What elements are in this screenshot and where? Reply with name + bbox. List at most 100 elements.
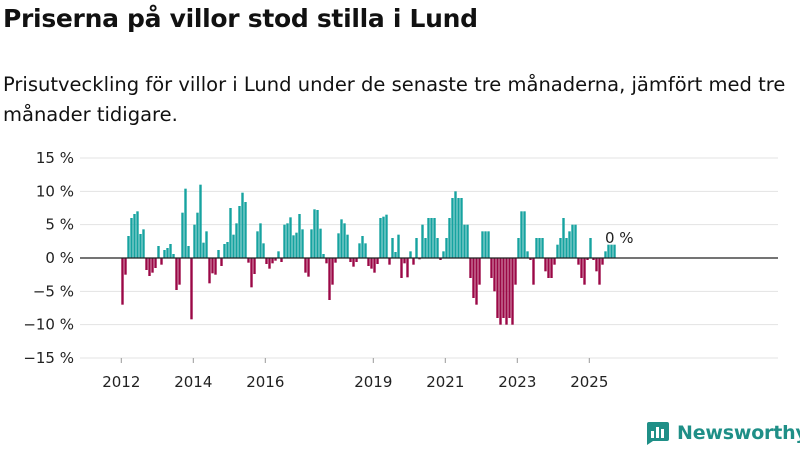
y-tick-label: 10 % [36,182,74,200]
bar [463,224,466,258]
bar [355,258,358,262]
bar [217,250,220,258]
bar [505,258,508,325]
bar [610,244,613,258]
bar [268,258,271,269]
bar [376,258,379,264]
bar [517,238,520,258]
bar [319,228,322,258]
bar [169,244,172,258]
bar [424,238,427,258]
bar [205,231,208,258]
bar [556,244,559,258]
bar [403,258,406,264]
bar [433,218,436,258]
bar [154,258,157,268]
bar [430,218,433,258]
bar [313,209,316,258]
bar [532,258,535,285]
bar [283,224,286,258]
bar [406,258,409,278]
bar [613,244,616,258]
bar [181,212,184,258]
bar [244,202,247,258]
bar [445,238,448,258]
bar [526,251,529,258]
bar [481,231,484,258]
bar [598,258,601,285]
bar [427,218,430,258]
bar [508,258,511,318]
bar [331,258,334,285]
bar [190,258,193,320]
bar [271,258,274,264]
bar [304,258,307,273]
bar [358,243,361,258]
bar [571,224,574,258]
bar [211,258,214,274]
bar [241,192,244,258]
bar [328,258,331,300]
bar [166,248,169,258]
bar [139,234,142,258]
bar [142,229,145,258]
bar [478,258,481,285]
bar [298,214,301,258]
bar [151,258,154,273]
bar [337,233,340,258]
x-tick-label: 2023 [498,373,536,391]
bar [544,258,547,272]
bar [397,234,400,258]
bar [586,258,589,260]
y-tick-label: 5 % [45,216,74,234]
bar [400,258,403,278]
bar [250,258,253,288]
bar [451,198,454,258]
bar [442,251,445,258]
bar [487,231,490,258]
bar [232,234,235,258]
bar [124,258,127,275]
bar [157,246,160,258]
bar [454,191,457,258]
bar [490,258,493,278]
brand-name: Newsworthy [677,422,800,444]
bar [547,258,550,278]
bar [214,258,217,275]
bar [322,254,325,258]
bar [448,218,451,258]
bar [307,258,310,277]
bar [280,258,283,262]
bar [538,238,541,258]
bar [421,224,424,258]
bar [193,224,196,258]
bar [229,208,232,258]
bar [175,258,178,290]
bar [472,258,475,298]
bar [361,236,364,258]
x-axis: 2012 2014 2016 2019 2021 2023 2025 [80,357,778,391]
bar [502,258,505,318]
bar [418,258,421,260]
bars [121,184,616,325]
bar [565,238,568,258]
bar [370,258,373,269]
bar [409,251,412,258]
bar [148,258,151,276]
y-tick-label: 15 % [36,149,74,167]
bar [379,218,382,258]
bar [385,214,388,258]
bar [520,211,523,258]
bar [256,231,259,258]
bar [277,251,280,258]
annotations: 0 % [605,229,634,247]
bar [310,229,313,258]
bar [415,238,418,258]
bar [601,258,604,265]
bar [199,184,202,258]
bar [301,229,304,258]
bar [259,223,262,258]
bar [235,223,238,258]
price-change-chart: 15 %10 %5 %0 %−5 %−10 %−15 % 2012 2014 201… [23,149,778,391]
x-tick-label: 2025 [570,373,608,391]
